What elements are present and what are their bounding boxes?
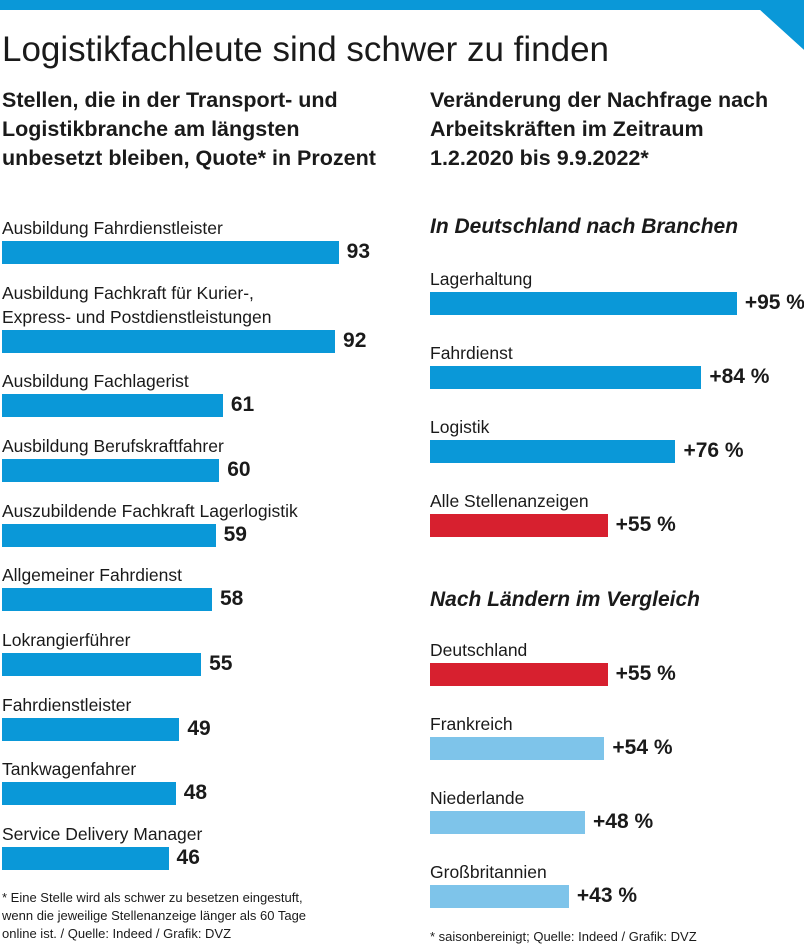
bar-label: Fahrdienst [430,343,513,363]
bar-label: Fahrdienstleister [2,695,132,715]
bar-label: Allgemeiner Fahrdienst [2,565,182,585]
bar-label: Logistik [430,417,490,437]
bar [430,663,608,686]
bar-label: Ausbildung Fahrdienstleister [2,218,223,238]
page-title: Logistikfachleute sind schwer zu finden [2,30,610,69]
bar-label: Niederlande [430,788,525,808]
bar [430,737,605,760]
bar [2,588,212,611]
bar [430,440,676,463]
bar-value-label: +84 % [709,365,770,388]
bar [430,366,702,389]
bar [2,782,176,805]
bar-value-label: 58 [219,587,244,610]
bar [2,653,202,676]
bar-label: Frankreich [430,714,513,734]
left-footnote: * Eine Stelle wird als schwer zu besetze… [2,890,307,941]
bar [430,885,569,908]
bar-value-label: 60 [227,458,251,481]
bar-value-label: +43 % [576,884,638,907]
bar [2,330,336,353]
bar [430,811,586,834]
bar-value-label: +54 % [612,736,673,759]
bar-value-label: 93 [346,240,371,263]
bar-value-label: 46 [176,846,200,869]
bar [2,718,180,741]
bar-value-label: +48 % [593,810,654,833]
bar-label: Lokrangierführer [2,630,131,650]
bar-label: Auszubildende Fachkraft Lagerlogistik [2,501,298,521]
bar-value-label: 48 [183,781,208,804]
bar-value-label: 92 [343,329,367,352]
bar-label: Großbritannien [430,862,547,882]
bar [2,241,339,264]
bar-label: Service Delivery Manager [2,824,203,844]
bar-value-label: 49 [187,717,211,740]
bar-value-label: +55 % [615,513,676,536]
bar-value-label: +95 % [744,291,804,314]
bar-label: Alle Stellenanzeigen [430,491,589,511]
bar [2,524,216,547]
right-chart-title: Veränderung der Nachfrage nach Arbeitskr… [430,88,769,170]
section-heading-branches: In Deutschland nach Branchen [430,215,739,238]
bar-value-label: 59 [223,523,247,546]
top-accent-bar [0,0,804,10]
bar [2,459,220,482]
bar-label: Ausbildung Fachkraft für Kurier-, Expres… [2,283,272,327]
bar-label: Lagerhaltung [430,269,533,289]
bar-label: Ausbildung Fachlagerist [2,371,189,391]
bar-label: Deutschland [430,640,528,660]
bar-label: Ausbildung Berufskraftfahrer [2,436,224,456]
left-chart-title: Stellen, die in der Transport- und Logis… [2,88,376,170]
section-heading-countries: Nach Ländern im Vergleich [430,588,700,611]
bar-label: Tankwagenfahrer [2,759,137,779]
bar [430,292,737,315]
corner-fold-decoration [760,10,804,50]
bar-value-label: 55 [209,652,233,675]
bar [430,514,608,537]
bar [2,847,169,870]
bar [2,394,223,417]
right-footnote: * saisonbereinigt; Quelle: Indeed / Graf… [430,929,697,944]
bar-value-label: 61 [230,393,255,416]
bar-value-label: +55 % [615,662,676,685]
bar-value-label: +76 % [683,439,744,462]
